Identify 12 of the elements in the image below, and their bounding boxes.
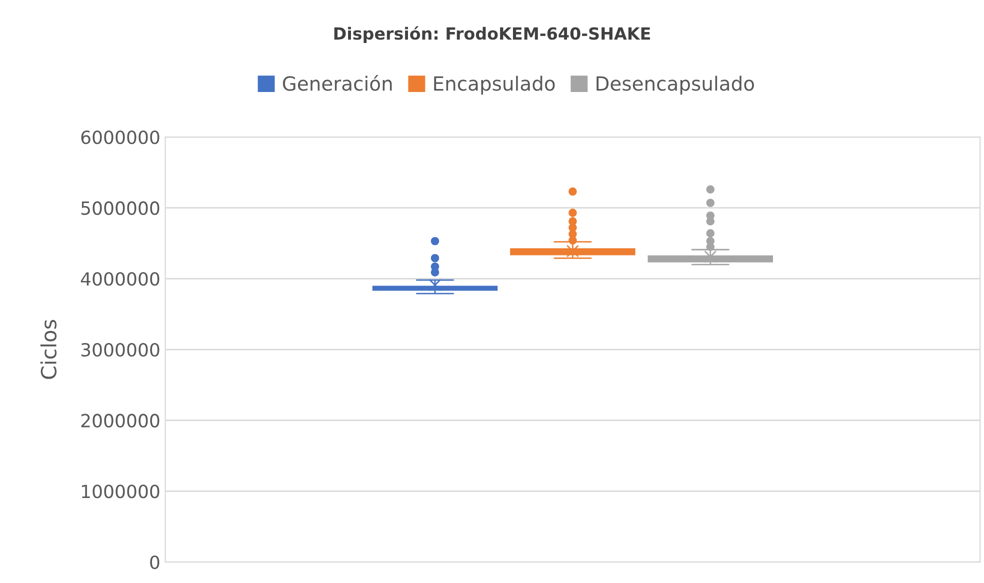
y-tick-label: 0 xyxy=(150,555,160,570)
y-tick-label: 6000000 xyxy=(81,130,160,144)
legend-label: Encapsulado xyxy=(434,76,555,95)
y-tick-label: 5000000 xyxy=(81,201,160,215)
y-tick-label: 2000000 xyxy=(81,414,160,428)
y-tick-label: 4000000 xyxy=(80,272,160,286)
chart-title: Dispersión: FrodoKEM-640-SHAKE xyxy=(334,26,650,44)
y-tick-label: 3000000 xyxy=(81,342,160,357)
y-tick-label: 1000000 xyxy=(82,484,160,498)
y-axis-title: Ciclos xyxy=(40,320,57,379)
legend-label: Generación xyxy=(282,75,392,91)
legend-label: Desencapsulado xyxy=(596,76,754,95)
